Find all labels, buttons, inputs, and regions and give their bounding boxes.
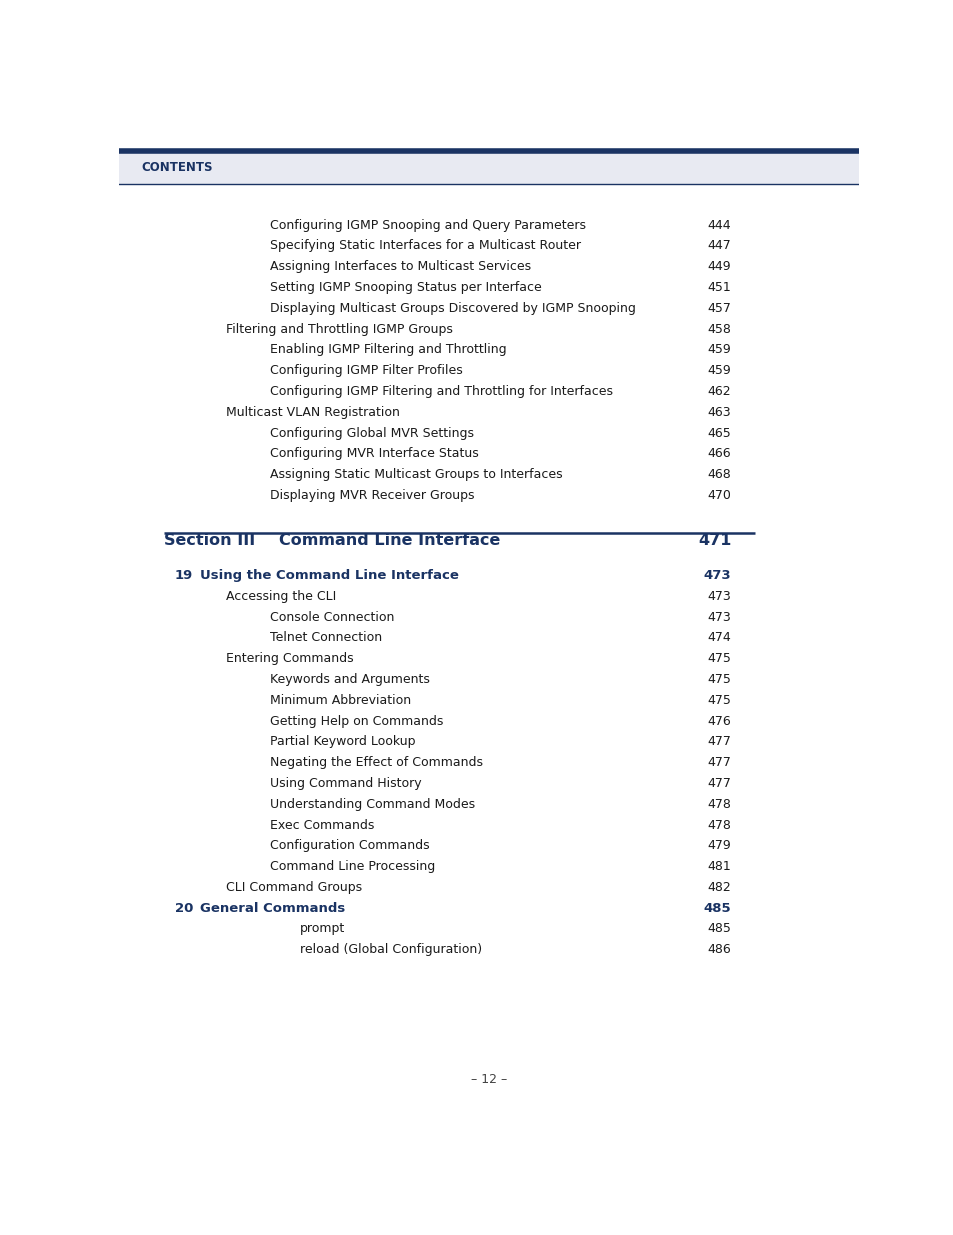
Text: Minimum Abbreviation: Minimum Abbreviation <box>270 694 411 706</box>
Text: 463: 463 <box>707 406 731 419</box>
Text: 475: 475 <box>707 694 731 706</box>
Text: 462: 462 <box>707 385 731 398</box>
Text: Command Line Interface: Command Line Interface <box>278 534 499 548</box>
Text: Assigning Interfaces to Multicast Services: Assigning Interfaces to Multicast Servic… <box>270 261 530 273</box>
Text: Displaying Multicast Groups Discovered by IGMP Snooping: Displaying Multicast Groups Discovered b… <box>270 301 635 315</box>
Text: 478: 478 <box>707 819 731 831</box>
Text: Multicast VLAN Registration: Multicast VLAN Registration <box>226 406 399 419</box>
Text: prompt: prompt <box>299 923 345 935</box>
Text: 457: 457 <box>707 301 731 315</box>
Text: Console Connection: Console Connection <box>270 610 394 624</box>
Text: Configuring IGMP Snooping and Query Parameters: Configuring IGMP Snooping and Query Para… <box>270 219 585 232</box>
Text: 465: 465 <box>707 426 731 440</box>
Text: 459: 459 <box>707 364 731 377</box>
Text: 447: 447 <box>707 240 731 252</box>
Text: Specifying Static Interfaces for a Multicast Router: Specifying Static Interfaces for a Multi… <box>270 240 580 252</box>
Text: 477: 477 <box>707 735 731 748</box>
Text: 19: 19 <box>174 569 193 582</box>
Text: Configuration Commands: Configuration Commands <box>270 840 429 852</box>
Text: Getting Help on Commands: Getting Help on Commands <box>270 715 442 727</box>
Text: 475: 475 <box>707 652 731 666</box>
Text: 475: 475 <box>707 673 731 685</box>
Text: Setting IGMP Snooping Status per Interface: Setting IGMP Snooping Status per Interfa… <box>270 282 540 294</box>
Text: Using the Command Line Interface: Using the Command Line Interface <box>199 569 458 582</box>
Text: 476: 476 <box>707 715 731 727</box>
Text: Negating the Effect of Commands: Negating the Effect of Commands <box>270 756 482 769</box>
Text: Understanding Command Modes: Understanding Command Modes <box>270 798 475 810</box>
Text: – 12 –: – 12 – <box>471 1073 506 1087</box>
Bar <box>119 151 858 184</box>
Text: 449: 449 <box>707 261 731 273</box>
Text: Configuring IGMP Filtering and Throttling for Interfaces: Configuring IGMP Filtering and Throttlin… <box>270 385 612 398</box>
Text: 471: 471 <box>698 534 731 548</box>
Text: 459: 459 <box>707 343 731 357</box>
Text: 473: 473 <box>707 610 731 624</box>
Text: reload (Global Configuration): reload (Global Configuration) <box>299 944 481 956</box>
Text: General Commands: General Commands <box>199 902 345 915</box>
Text: CLI Command Groups: CLI Command Groups <box>226 881 362 894</box>
Text: Assigning Static Multicast Groups to Interfaces: Assigning Static Multicast Groups to Int… <box>270 468 561 482</box>
Text: Command Line Processing: Command Line Processing <box>270 860 435 873</box>
Text: 470: 470 <box>707 489 731 501</box>
Text: 485: 485 <box>707 923 731 935</box>
Text: Telnet Connection: Telnet Connection <box>270 631 381 645</box>
Text: Entering Commands: Entering Commands <box>226 652 354 666</box>
Text: 485: 485 <box>703 902 731 915</box>
Text: 473: 473 <box>707 590 731 603</box>
Text: 466: 466 <box>707 447 731 461</box>
Text: 481: 481 <box>707 860 731 873</box>
Text: 20: 20 <box>174 902 193 915</box>
Text: 451: 451 <box>707 282 731 294</box>
Text: Enabling IGMP Filtering and Throttling: Enabling IGMP Filtering and Throttling <box>270 343 506 357</box>
Text: Section III: Section III <box>164 534 255 548</box>
Text: 486: 486 <box>707 944 731 956</box>
Text: 477: 477 <box>707 756 731 769</box>
Text: Configuring MVR Interface Status: Configuring MVR Interface Status <box>270 447 477 461</box>
Text: 444: 444 <box>707 219 731 232</box>
Text: Keywords and Arguments: Keywords and Arguments <box>270 673 429 685</box>
Text: 479: 479 <box>707 840 731 852</box>
Text: Accessing the CLI: Accessing the CLI <box>226 590 336 603</box>
Text: Using Command History: Using Command History <box>270 777 421 790</box>
Text: Configuring Global MVR Settings: Configuring Global MVR Settings <box>270 426 473 440</box>
Text: 458: 458 <box>707 322 731 336</box>
Text: 473: 473 <box>703 569 731 582</box>
Text: 474: 474 <box>707 631 731 645</box>
Text: 482: 482 <box>707 881 731 894</box>
Text: Configuring IGMP Filter Profiles: Configuring IGMP Filter Profiles <box>270 364 462 377</box>
Text: Filtering and Throttling IGMP Groups: Filtering and Throttling IGMP Groups <box>226 322 453 336</box>
Text: 478: 478 <box>707 798 731 810</box>
Text: Displaying MVR Receiver Groups: Displaying MVR Receiver Groups <box>270 489 474 501</box>
Text: 477: 477 <box>707 777 731 790</box>
Text: Exec Commands: Exec Commands <box>270 819 374 831</box>
Text: 468: 468 <box>707 468 731 482</box>
Text: Partial Keyword Lookup: Partial Keyword Lookup <box>270 735 415 748</box>
Text: CONTENTS: CONTENTS <box>141 161 213 174</box>
